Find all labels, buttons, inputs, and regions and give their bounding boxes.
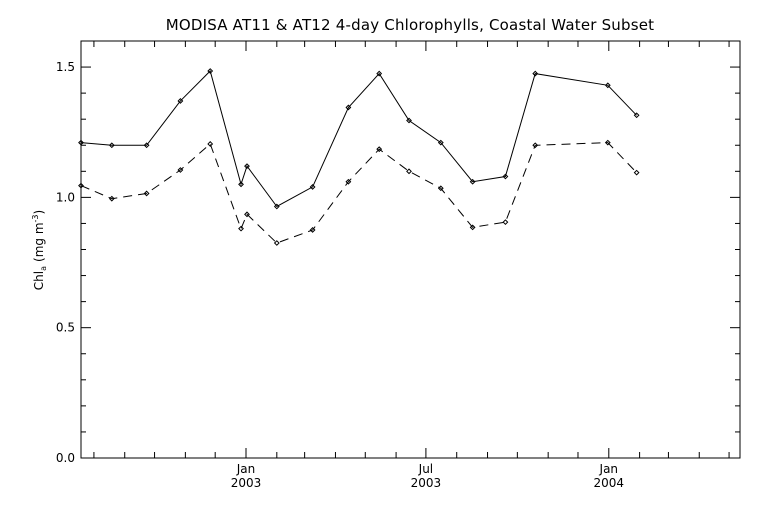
data-point-marker <box>177 167 184 173</box>
data-point-marker <box>633 112 640 119</box>
svg-text:Chla(mg m-3): Chla (mg m-3) <box>31 210 48 290</box>
data-point-marker <box>345 178 352 185</box>
y-axis-label-subscript: a <box>39 266 48 271</box>
data-point-marker <box>238 225 244 232</box>
series-line-2 <box>80 142 637 244</box>
data-point-marker <box>108 195 115 202</box>
data-point-marker <box>604 82 611 89</box>
data-point-marker <box>273 240 280 246</box>
data-point-marker <box>502 173 509 180</box>
data-point-marker <box>376 70 383 77</box>
data-point-marker <box>143 190 150 197</box>
data-point-marker <box>406 117 412 124</box>
data-point-marker <box>532 142 539 149</box>
series-line-1 <box>80 70 637 208</box>
data-point-marker <box>469 224 476 231</box>
data-point-marker <box>207 141 214 147</box>
data-point-marker <box>437 185 444 192</box>
x-tick-label-month: Jan <box>599 462 619 476</box>
series-layer <box>78 68 640 246</box>
data-point-marker <box>108 142 115 149</box>
y-axis-label: Chla (mg m-3) <box>31 210 48 290</box>
plot-frame <box>80 40 741 459</box>
data-point-marker <box>633 169 640 176</box>
y-tick-label: 1.5 <box>56 60 75 74</box>
x-tick-label-month: Jan <box>236 462 256 476</box>
y-tick-label: 1.0 <box>56 190 75 204</box>
y-tick-label: 0.0 <box>56 451 75 465</box>
y-axis-label-units: (mg m <box>32 222 46 262</box>
y-axis-label-main: Chl <box>32 271 46 290</box>
data-point-marker <box>244 163 250 170</box>
data-point-marker <box>437 139 444 146</box>
x-tick-label-year: 2003 <box>231 476 262 490</box>
x-tick-label-month: Jul <box>418 462 433 476</box>
data-point-marker <box>78 139 84 146</box>
data-point-marker <box>309 184 316 190</box>
y-tick-label: 0.5 <box>56 321 75 335</box>
data-point-marker <box>177 98 184 104</box>
data-point-marker <box>244 211 250 218</box>
chart-title: MODISA AT11 & AT12 4-day Chlorophylls, C… <box>166 16 655 34</box>
y-axis-label-exponent: -3 <box>31 214 40 222</box>
data-point-marker <box>469 178 476 185</box>
data-point-marker <box>78 182 84 189</box>
y-axis-label-units-close: ) <box>32 210 46 215</box>
data-point-marker <box>406 168 412 175</box>
data-point-marker <box>238 181 244 188</box>
x-tick-label-year: 2004 <box>594 476 625 490</box>
data-point-marker <box>207 68 214 74</box>
data-point-marker <box>309 227 316 233</box>
x-tick-label-year: 2003 <box>411 476 442 490</box>
data-point-marker <box>502 219 509 226</box>
data-point-marker <box>604 139 611 146</box>
data-point-marker <box>273 203 280 210</box>
data-point-marker <box>376 146 383 153</box>
data-point-marker <box>345 104 352 111</box>
data-point-marker <box>143 142 150 149</box>
data-point-marker <box>532 70 539 77</box>
